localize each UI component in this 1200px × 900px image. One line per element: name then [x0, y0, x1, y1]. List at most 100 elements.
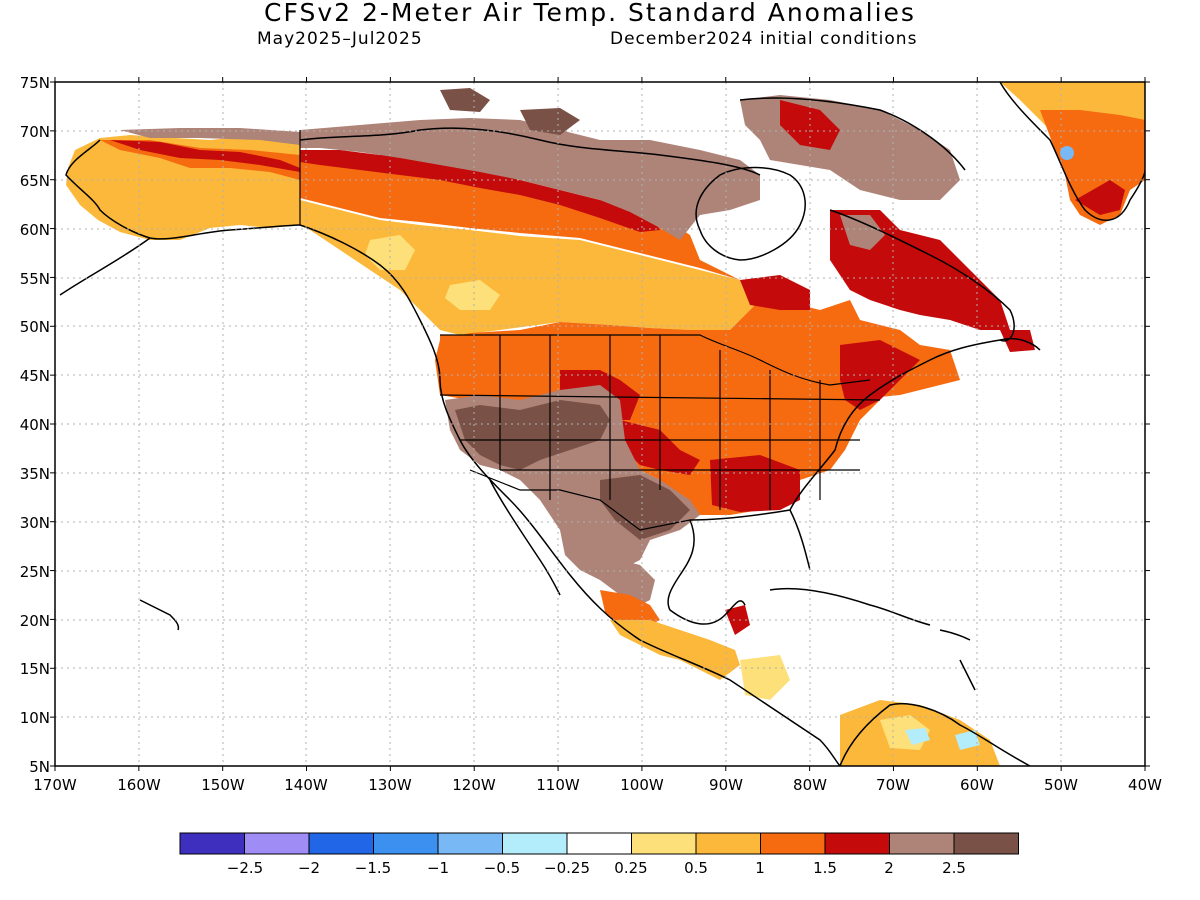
labrador-brown: [840, 215, 885, 250]
alaska-red-band: [110, 140, 300, 172]
lat-label: 50N: [20, 318, 50, 336]
colorbar-box: [566, 832, 632, 855]
caribbean-islands: [939, 629, 976, 691]
colorbar-box: [953, 832, 1019, 855]
lat-label: 55N: [20, 270, 50, 288]
colorbar-label: 0.5: [684, 859, 708, 877]
colorbar-label: −1.5: [355, 859, 391, 877]
forecast-period: May2025–Jul2025: [257, 29, 423, 49]
colorbar-box: [437, 832, 503, 855]
lat-label: 25N: [20, 563, 50, 581]
alaska-peninsula: [59, 237, 151, 296]
lat-label: 45N: [20, 367, 50, 385]
greenland-blue-spot: [1060, 146, 1074, 160]
colorbar-label: −0.25: [544, 859, 590, 877]
colorbar-label: −0.5: [484, 859, 520, 877]
political-borders: [299, 130, 881, 531]
lon-label: 130W: [368, 776, 412, 794]
state-lines: [439, 335, 881, 510]
lon-label: 80W: [793, 776, 827, 794]
longitude-axis: 170W 160W 150W 140W 130W 120W 110W 100W …: [33, 776, 1162, 794]
us-mexico-border: [469, 469, 691, 531]
alaska-brown: [120, 128, 300, 145]
lon-label: 120W: [452, 776, 496, 794]
labrador-coast: [829, 209, 1015, 342]
canada-red-band: [300, 150, 660, 232]
colorbar-box: [631, 832, 697, 855]
canada-light-yellow-1: [365, 235, 415, 270]
baffin-brown: [740, 95, 960, 200]
hudson-bay: [695, 166, 806, 261]
lon-label: 90W: [709, 776, 743, 794]
arctic-dark-brown-2: [520, 108, 580, 135]
map-title: CFSv2 2-Meter Air Temp. Standard Anomali…: [264, 0, 916, 27]
colorbar-box: [244, 832, 310, 855]
colorbar-box: [308, 832, 374, 855]
colorbar-box: [373, 832, 439, 855]
canada-yellow: [300, 200, 760, 335]
central-america-yellow: [610, 620, 740, 680]
canada-light-yellow-2: [445, 280, 500, 310]
colorbar-label: 2: [884, 859, 894, 877]
colorbar-boxes: [179, 832, 1019, 855]
lat-label: 60N: [20, 221, 50, 239]
lon-label: 100W: [620, 776, 664, 794]
hawaii: [139, 599, 180, 631]
baffin-coast: [739, 97, 966, 171]
lon-label: 170W: [33, 776, 77, 794]
lat-label: 20N: [20, 612, 50, 630]
graticule: [55, 82, 1145, 766]
lon-label: 70W: [876, 776, 910, 794]
greenland-coast: [999, 82, 1145, 221]
lat-label: 35N: [20, 465, 50, 483]
colorbar-label: −1: [427, 859, 449, 877]
yucatan-red: [725, 605, 750, 635]
colorbar-label: 1.5: [813, 859, 837, 877]
colorbar-box: [179, 832, 245, 855]
lon-label: 150W: [201, 776, 245, 794]
texas-dark-brown: [600, 475, 690, 540]
colorbar-box: [889, 832, 955, 855]
axis-ticks: [50, 77, 1150, 771]
colorbar-box: [760, 832, 826, 855]
southeast-red: [710, 455, 800, 512]
lat-label: 10N: [20, 709, 50, 727]
maritime-red: [1000, 330, 1035, 352]
colorbar-box: [502, 832, 568, 855]
lat-label: 5N: [29, 758, 50, 776]
lat-label: 15N: [20, 660, 50, 678]
colorbar-box: [695, 832, 761, 855]
lat-label: 65N: [20, 172, 50, 190]
lon-label: 40W: [1128, 776, 1162, 794]
lat-label: 75N: [20, 74, 50, 92]
us-northeast-red: [840, 340, 920, 410]
southwest-dark-brown: [455, 400, 610, 470]
baja-coast: [489, 479, 561, 596]
colorbar-labels: −2.5 −2 −1.5 −1 −0.5 −0.25 0.25 0.5 1 1.…: [227, 859, 966, 877]
sa-light-blue: [905, 728, 930, 745]
lon-label: 60W: [960, 776, 994, 794]
initial-conditions: December2024 initial conditions: [610, 29, 918, 49]
canada-east-red: [740, 275, 810, 310]
latitude-axis: 75N 70N 65N 60N 55N 50N 45N 40N 35N 30N …: [20, 74, 50, 776]
pacific-coast: [299, 224, 841, 766]
colorbar-label: −2.5: [227, 859, 263, 877]
lon-label: 140W: [284, 776, 328, 794]
colorbar-label: 0.25: [614, 859, 647, 877]
central-america-light-yellow: [740, 655, 790, 700]
gulf-coast: [667, 509, 811, 625]
lat-label: 40N: [20, 416, 50, 434]
greenland-red: [1075, 180, 1125, 215]
colorbar-label: 2.5: [942, 859, 966, 877]
mexico-brown: [560, 530, 655, 605]
cuba-coast: [769, 587, 931, 626]
lon-label: 110W: [536, 776, 580, 794]
sa-light-blue-2: [955, 730, 980, 750]
arctic-dark-brown-1: [440, 88, 490, 112]
lon-label: 160W: [117, 776, 161, 794]
colorbar: −2.5 −2 −1.5 −1 −0.5 −0.25 0.25 0.5 1 1.…: [179, 832, 1019, 877]
lat-label: 70N: [20, 123, 50, 141]
colorbar-label: 1: [755, 859, 765, 877]
arctic-coast: [299, 127, 761, 176]
